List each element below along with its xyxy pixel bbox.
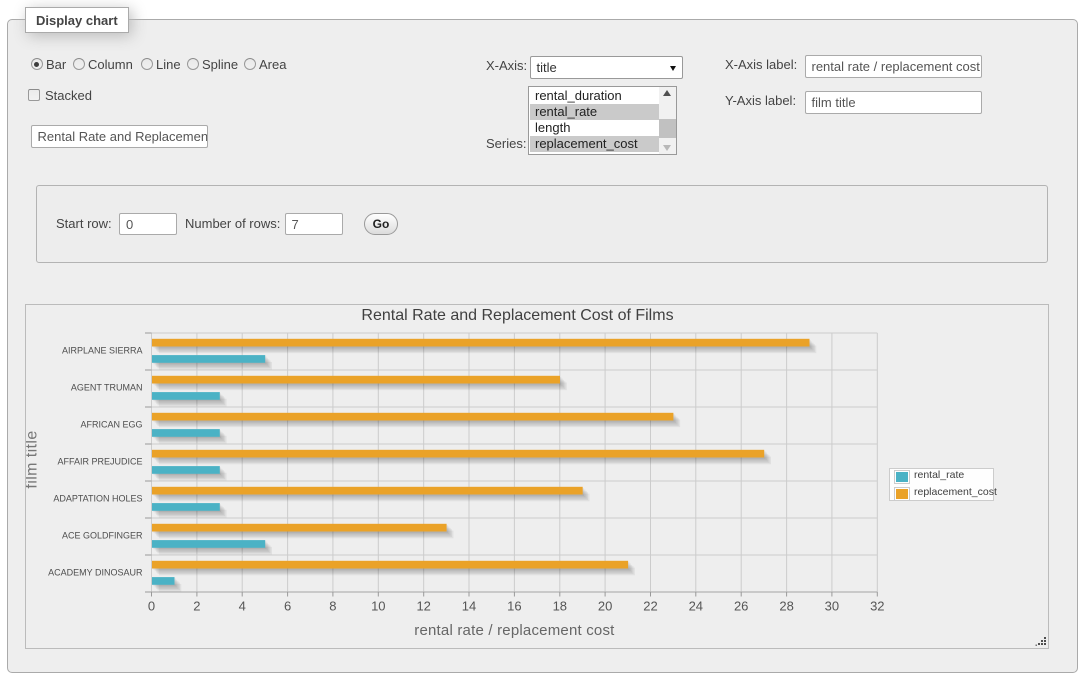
svg-text:AFRICAN EGG: AFRICAN EGG (80, 419, 142, 429)
svg-text:28: 28 (779, 598, 793, 613)
svg-text:16: 16 (507, 598, 521, 613)
svg-text:0: 0 (148, 598, 155, 613)
svg-text:ADAPTATION HOLES: ADAPTATION HOLES (53, 493, 142, 503)
svg-text:30: 30 (825, 598, 839, 613)
svg-text:AGENT TRUMAN: AGENT TRUMAN (71, 382, 143, 392)
svg-text:22: 22 (643, 598, 657, 613)
svg-text:Rental Rate and Replacement Co: Rental Rate and Replacement Cost of Film… (361, 307, 673, 324)
svg-text:14: 14 (462, 598, 476, 613)
svg-text:AIRPLANE SIERRA: AIRPLANE SIERRA (62, 345, 143, 355)
svg-text:18: 18 (553, 598, 567, 613)
svg-text:2: 2 (193, 598, 200, 613)
svg-text:4: 4 (239, 598, 246, 613)
svg-text:ACADEMY DINOSAUR: ACADEMY DINOSAUR (48, 567, 143, 577)
svg-text:rental rate / replacement cost: rental rate / replacement cost (414, 622, 615, 639)
svg-text:12: 12 (416, 598, 430, 613)
svg-text:10: 10 (371, 598, 385, 613)
svg-text:ACE GOLDFINGER: ACE GOLDFINGER (62, 530, 143, 540)
svg-text:film title: film title (26, 430, 41, 488)
svg-text:24: 24 (689, 598, 703, 613)
svg-text:AFFAIR PREJUDICE: AFFAIR PREJUDICE (57, 456, 142, 466)
svg-text:26: 26 (734, 598, 748, 613)
svg-text:6: 6 (284, 598, 291, 613)
svg-text:32: 32 (870, 598, 884, 613)
svg-text:8: 8 (329, 598, 336, 613)
svg-text:20: 20 (598, 598, 612, 613)
